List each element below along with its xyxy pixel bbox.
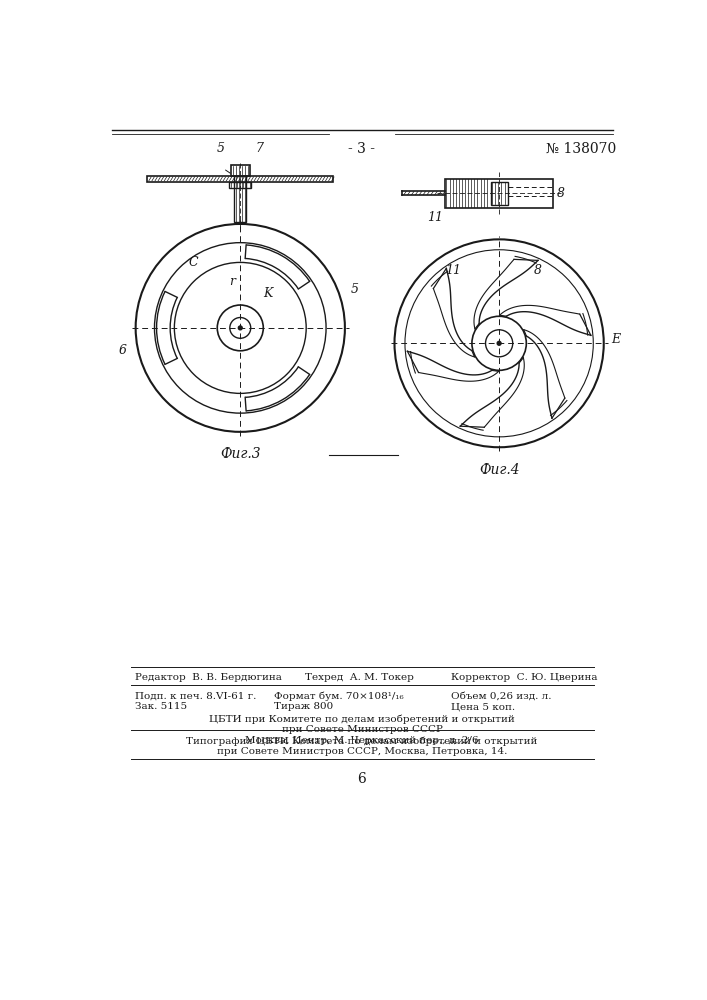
Circle shape (497, 341, 501, 345)
Text: Москва, Центр, М. Черкасский пер., д. 2/6: Москва, Центр, М. Черкасский пер., д. 2/… (245, 736, 479, 745)
Text: Корректор  С. Ю. Цверина: Корректор С. Ю. Цверина (451, 673, 597, 682)
Text: 8: 8 (534, 264, 542, 277)
Text: 6: 6 (118, 344, 127, 358)
Text: Тираж 800: Тираж 800 (274, 702, 334, 711)
Bar (147, 176, 333, 182)
Text: Формат бум. 70×108¹/₁₆: Формат бум. 70×108¹/₁₆ (274, 691, 404, 701)
Text: при Совете Министров СССР, Москва, Петровка, 14.: при Совете Министров СССР, Москва, Петро… (217, 747, 507, 756)
Text: Цена 5 коп.: Цена 5 коп. (451, 702, 515, 711)
Bar (230, 182, 251, 188)
Circle shape (238, 326, 243, 330)
Text: E: E (612, 333, 621, 346)
Text: Подп. к печ. 8.VI-61 г.: Подп. к печ. 8.VI-61 г. (135, 691, 256, 700)
Text: K: K (263, 287, 272, 300)
Text: Зак. 5115: Зак. 5115 (135, 702, 187, 711)
Text: № 138070: № 138070 (546, 142, 616, 156)
Bar (231, 165, 250, 176)
Text: 5: 5 (217, 142, 225, 155)
Text: Фиг.4: Фиг.4 (479, 463, 520, 477)
Text: r: r (230, 275, 235, 288)
Text: - 3 -: - 3 - (349, 142, 375, 156)
Text: 11: 11 (445, 264, 461, 277)
Text: 7: 7 (256, 142, 264, 155)
Text: 5: 5 (351, 283, 359, 296)
Text: Типография ЦБТИ Коматета по делам изобретений и открытий: Типография ЦБТИ Коматета по делам изобре… (186, 736, 537, 746)
Text: C: C (189, 256, 199, 269)
Bar (234, 176, 247, 222)
Text: 8: 8 (556, 187, 564, 200)
Text: при Совете Министров СССР: при Совете Министров СССР (281, 725, 443, 734)
Text: Редактор  В. В. Бердюгина: Редактор В. В. Бердюгина (135, 673, 282, 682)
Text: 11: 11 (427, 211, 443, 224)
Bar (445, 179, 554, 208)
Text: 6: 6 (358, 772, 366, 786)
Text: Объем 0,26 изд. л.: Объем 0,26 изд. л. (451, 691, 551, 700)
Text: ЦБТИ при Комитете по делам изобретений и открытий: ЦБТИ при Комитете по делам изобретений и… (209, 714, 515, 724)
Bar (491, 182, 508, 205)
Text: Техред  А. М. Токер: Техред А. М. Токер (305, 673, 414, 682)
Text: Фиг.3: Фиг.3 (220, 447, 261, 461)
